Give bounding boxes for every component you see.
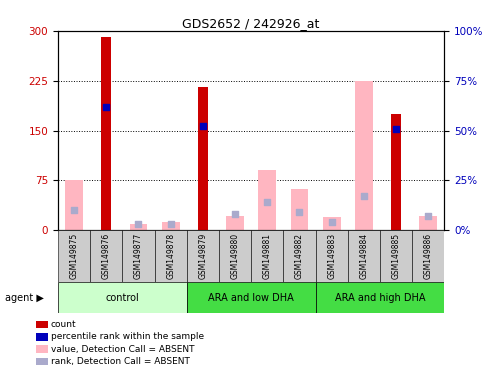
- Bar: [380, 230, 412, 282]
- Bar: [101, 37, 111, 230]
- Point: [135, 221, 142, 227]
- Point: [231, 211, 239, 217]
- Bar: [315, 230, 348, 282]
- Point: [70, 207, 78, 214]
- Bar: [419, 216, 437, 230]
- Bar: [90, 230, 122, 282]
- Bar: [162, 222, 180, 230]
- Text: GSM149882: GSM149882: [295, 233, 304, 279]
- Text: GSM149886: GSM149886: [424, 233, 433, 279]
- Bar: [258, 170, 276, 230]
- Text: ARA and high DHA: ARA and high DHA: [335, 293, 425, 303]
- Bar: [65, 180, 83, 230]
- Bar: [226, 216, 244, 230]
- Bar: [198, 87, 208, 230]
- Text: GSM149877: GSM149877: [134, 233, 143, 279]
- Point: [360, 193, 368, 199]
- Text: count: count: [51, 320, 76, 329]
- Bar: [412, 230, 444, 282]
- Bar: [251, 230, 284, 282]
- Bar: [122, 230, 155, 282]
- Bar: [348, 230, 380, 282]
- Text: percentile rank within the sample: percentile rank within the sample: [51, 332, 204, 341]
- Point: [102, 104, 110, 110]
- Text: GSM149879: GSM149879: [199, 233, 207, 279]
- Bar: [58, 230, 90, 282]
- Bar: [355, 81, 373, 230]
- Text: GSM149881: GSM149881: [263, 233, 272, 279]
- Point: [263, 199, 271, 205]
- Bar: [315, 282, 444, 313]
- Point: [199, 123, 207, 129]
- Point: [167, 221, 174, 227]
- Bar: [129, 224, 147, 230]
- Text: rank, Detection Call = ABSENT: rank, Detection Call = ABSENT: [51, 357, 190, 366]
- Bar: [187, 230, 219, 282]
- Bar: [284, 230, 315, 282]
- Text: GSM149876: GSM149876: [102, 233, 111, 279]
- Point: [328, 219, 336, 225]
- Bar: [58, 282, 187, 313]
- Text: GSM149885: GSM149885: [392, 233, 400, 279]
- Text: control: control: [105, 293, 139, 303]
- Text: GSM149880: GSM149880: [230, 233, 240, 279]
- Text: ARA and low DHA: ARA and low DHA: [208, 293, 294, 303]
- Bar: [155, 230, 187, 282]
- Point: [392, 126, 400, 132]
- Text: GSM149884: GSM149884: [359, 233, 369, 279]
- Text: GSM149875: GSM149875: [70, 233, 79, 279]
- Text: agent ▶: agent ▶: [5, 293, 43, 303]
- Bar: [291, 189, 308, 230]
- Text: GSM149883: GSM149883: [327, 233, 336, 279]
- Bar: [391, 114, 401, 230]
- Point: [425, 213, 432, 219]
- Bar: [187, 282, 315, 313]
- Title: GDS2652 / 242926_at: GDS2652 / 242926_at: [183, 17, 320, 30]
- Bar: [219, 230, 251, 282]
- Text: value, Detection Call = ABSENT: value, Detection Call = ABSENT: [51, 344, 194, 354]
- Bar: [323, 217, 341, 230]
- Text: GSM149878: GSM149878: [166, 233, 175, 279]
- Point: [296, 209, 303, 215]
